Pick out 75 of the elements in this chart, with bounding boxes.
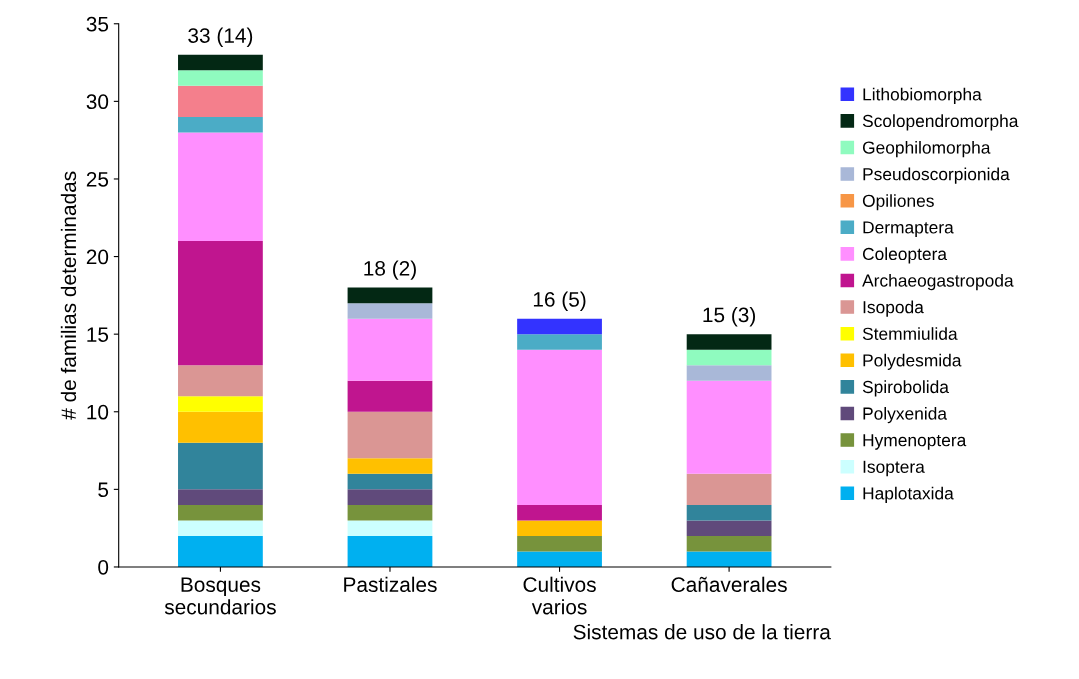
bar xyxy=(686,504,772,521)
bar xyxy=(686,334,772,350)
bar xyxy=(517,535,602,552)
bar xyxy=(347,380,433,412)
legend-label: Spirobolida xyxy=(862,380,949,397)
bar xyxy=(686,473,772,505)
x-tick-label: Pastizales xyxy=(344,576,437,592)
legend-label: Polydesmida xyxy=(863,353,962,370)
legend-label: Coleoptera xyxy=(862,247,948,264)
bar xyxy=(347,473,433,490)
bar xyxy=(178,535,263,567)
total-label: 33 (14) xyxy=(188,27,253,48)
bar xyxy=(178,520,263,536)
bar xyxy=(178,365,263,397)
legend-label: Hymenoptera xyxy=(863,434,967,450)
y-tick-label: 0 xyxy=(98,559,109,575)
bar xyxy=(178,396,263,412)
x-tick-label: Cultivos varios xyxy=(523,576,596,615)
bar xyxy=(517,551,602,567)
bar xyxy=(686,551,772,567)
bar xyxy=(178,411,263,443)
bar xyxy=(686,349,772,366)
bar xyxy=(178,132,263,242)
bar xyxy=(347,504,433,521)
bar xyxy=(178,54,263,71)
bar xyxy=(347,411,433,459)
bar xyxy=(178,70,263,86)
total-label: 18 (2) xyxy=(364,260,416,280)
bar xyxy=(347,489,433,505)
y-tick-label: 20 xyxy=(86,249,109,265)
y-tick-label: 35 xyxy=(86,16,109,32)
legend-label: Stemmiulida xyxy=(862,327,958,340)
legend-label: Opiliones xyxy=(862,194,934,211)
legend-label: Scolopendromorpha xyxy=(862,114,1019,131)
legend-label: Isoptera xyxy=(863,460,925,477)
bar xyxy=(347,458,433,474)
total-label: 15 (3) xyxy=(703,306,756,327)
total-label: 16 (5) xyxy=(533,291,586,311)
x-tick-label: Cañaverales xyxy=(671,576,787,592)
bar xyxy=(517,318,602,335)
bar xyxy=(178,489,263,505)
x-tick-label: Bosques secundarios xyxy=(164,577,276,615)
bar xyxy=(347,303,433,319)
legend-label: Dermaptera xyxy=(863,221,954,237)
bar xyxy=(686,520,772,536)
legend-label: Polyxenida xyxy=(863,406,948,424)
legend-label: Geophilomorpha xyxy=(862,140,991,158)
bar xyxy=(178,504,263,521)
bar xyxy=(178,116,263,133)
bar xyxy=(178,241,263,366)
bar xyxy=(347,535,433,567)
x-axis-title: Sistemas de uso de la tierra xyxy=(573,624,831,640)
legend-label: Archaeogastropoda xyxy=(862,273,1014,291)
legend-label: Lithobiomorpha xyxy=(863,87,982,104)
bar xyxy=(517,520,602,536)
legend-label: Pseudoscorpionida xyxy=(863,167,1010,184)
bar xyxy=(686,535,772,552)
y-tick-label: 30 xyxy=(86,94,109,110)
legend-label: Isopoda xyxy=(863,300,924,317)
bar xyxy=(347,318,433,381)
y-tick-label: 5 xyxy=(98,482,109,498)
y-axis-title: # de familias determinadas xyxy=(60,171,77,420)
bar xyxy=(686,365,772,381)
bar xyxy=(347,520,433,536)
y-tick-label: 15 xyxy=(87,327,109,342)
bar xyxy=(347,287,433,304)
bar xyxy=(517,349,602,505)
bar xyxy=(517,334,602,350)
y-tick-label: 25 xyxy=(86,171,109,187)
y-tick-label: 10 xyxy=(87,404,109,420)
bar xyxy=(517,504,602,521)
legend-label: Haplotaxida xyxy=(863,486,954,503)
bar xyxy=(178,442,263,490)
bar xyxy=(686,380,772,474)
bar xyxy=(178,85,263,117)
